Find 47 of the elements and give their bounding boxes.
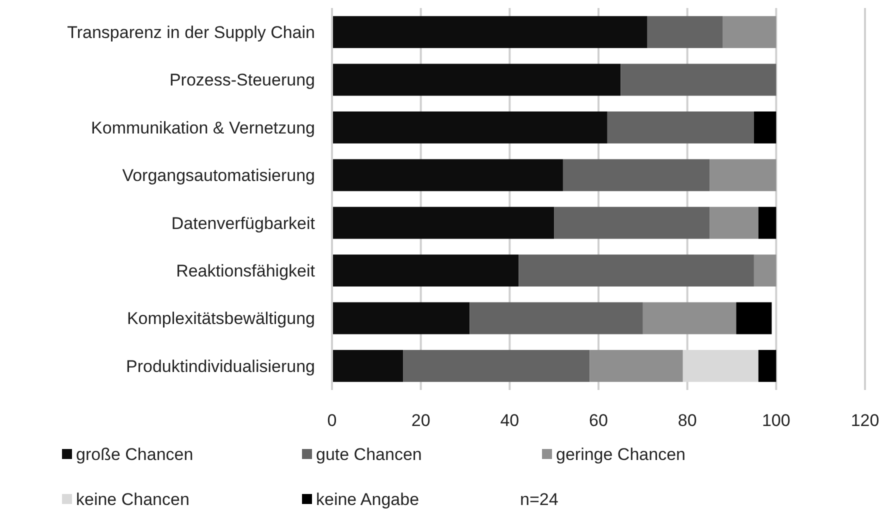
x-tick-label: 40	[500, 411, 520, 430]
legend-label: große Chancen	[76, 445, 194, 464]
x-tick-label: 100	[762, 411, 790, 430]
bar	[332, 302, 470, 334]
bar	[562, 159, 710, 192]
bar	[754, 111, 776, 144]
legend-label: keine Chancen	[76, 490, 190, 509]
bar	[590, 350, 683, 382]
bar	[647, 16, 723, 48]
x-tick-label: 60	[589, 411, 608, 430]
bar	[758, 206, 776, 239]
text: n=24	[520, 490, 558, 509]
bar	[332, 350, 404, 382]
bar	[620, 64, 776, 96]
bar	[710, 206, 758, 239]
bar	[758, 350, 776, 382]
bar	[642, 302, 736, 334]
bar	[332, 16, 648, 48]
legend-label: keine Angabe	[316, 490, 420, 509]
bar	[607, 111, 754, 144]
y-tick-label: Datenverfügbarkeit	[171, 214, 316, 233]
y-tick-label: Prozess-Steuerung	[169, 70, 315, 90]
bar	[554, 206, 710, 239]
x-tick-label: 120	[850, 411, 880, 430]
bar	[710, 159, 776, 192]
y-tick-label: Produktindividualisierung	[126, 356, 315, 376]
y-tick-label: Komplexitätsbewältigung	[126, 309, 315, 328]
x-tick-label: 80	[678, 411, 697, 430]
legend-label: geringe Chancen	[556, 445, 686, 464]
bar	[736, 302, 772, 334]
bar	[332, 254, 519, 287]
bar	[332, 159, 563, 192]
y-tick-label: Kommunikation & Vernetzung	[91, 118, 315, 138]
bar	[470, 302, 643, 334]
x-tick-label: 0	[327, 411, 337, 430]
legend-label: gute Chancen	[316, 445, 422, 464]
bar	[332, 206, 554, 239]
y-tick-label: Vorgangsautomatisierung	[122, 166, 315, 186]
y-tick-label: Transparenz in der Supply Chain	[67, 23, 315, 42]
x-tick-label: 20	[411, 411, 430, 430]
bar	[518, 254, 754, 287]
bar	[754, 254, 776, 287]
bar	[332, 111, 608, 144]
bar	[403, 350, 590, 382]
y-tick-label: Reaktionsfähigkeit	[176, 261, 316, 280]
bar	[332, 64, 621, 96]
bar	[722, 16, 776, 48]
